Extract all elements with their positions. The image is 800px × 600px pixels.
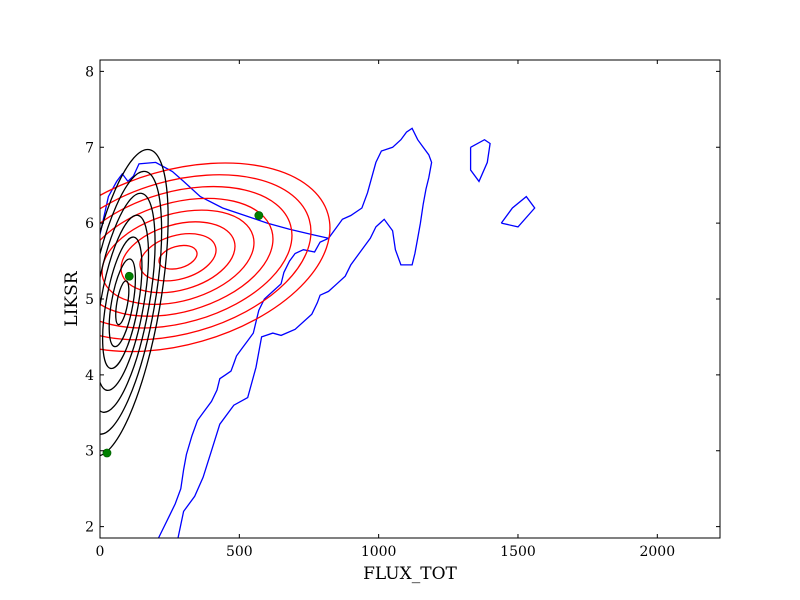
y-axis: 2 3 4 5 6 7 8 [85,64,720,536]
data-point-1 [102,448,112,458]
black-contour-level-7 [100,148,169,457]
red-contour-level-1 [158,244,198,270]
y-tick-label: 2 [85,520,94,536]
red-contour-level-3 [120,221,236,294]
x-axis: 0 500 1000 1500 2000 [96,60,675,560]
blue-contour-main [157,127,433,538]
blue-contour-island-1 [500,195,536,228]
red-contour-level-5 [100,197,274,317]
red-contour-level-7 [100,174,312,341]
y-tick-label: 6 [85,216,94,232]
black-contour-level-2 [108,258,137,348]
red-contour-level-8 [100,162,331,353]
plot-background [100,60,720,538]
data-point-3 [254,211,264,220]
y-tick-label: 5 [85,292,94,308]
y-tick-label: 4 [85,368,94,384]
x-tick-label: 500 [226,544,253,560]
contour-layer [100,127,536,538]
x-tick-label: 1500 [500,544,536,560]
black-contour-level-1 [115,280,130,326]
x-tick-label: 2000 [639,544,675,560]
y-axis-title: LIKSR [62,270,82,326]
red-contour-level-2 [139,233,217,282]
black-contour-level-5 [100,192,156,413]
blue-contour-island-2 [469,138,491,183]
x-tick-label: 0 [96,544,105,560]
x-axis-title: FLUX_TOT [363,564,457,584]
y-tick-label: 8 [85,64,94,80]
blue-contour-upper [100,161,329,239]
red-contour-level-4 [101,209,255,306]
x-tick-label: 1000 [361,544,397,560]
black-contour-level-3 [101,236,143,370]
black-contour-level-6 [100,170,163,435]
y-tick-label: 3 [85,444,94,460]
points-layer [102,211,264,458]
data-point-2 [124,271,134,281]
red-contour-level-6 [100,185,293,329]
y-tick-label: 7 [85,140,94,156]
